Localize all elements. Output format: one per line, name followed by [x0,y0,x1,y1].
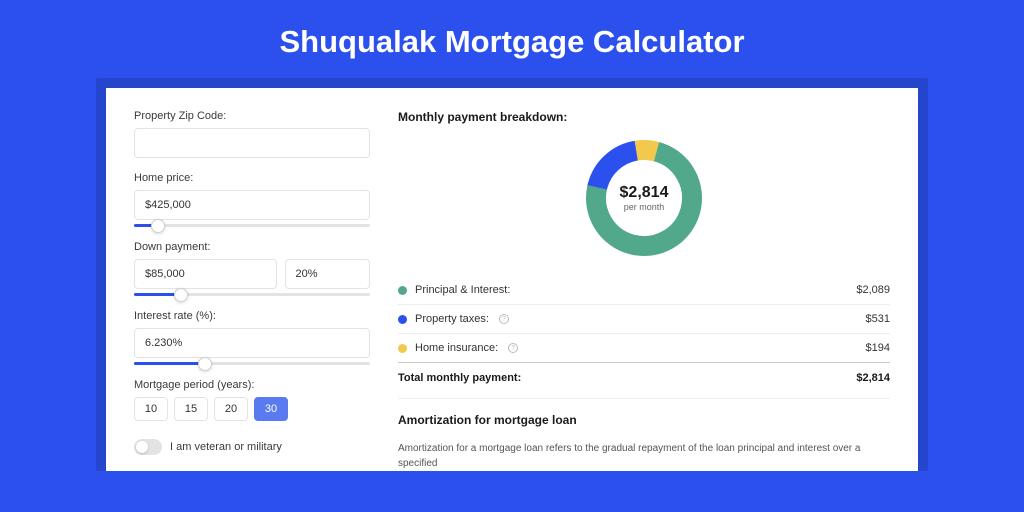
veteran-toggle[interactable] [134,439,162,455]
donut-center-value: $2,814 [620,184,669,202]
info-icon[interactable]: ? [499,314,509,324]
breakdown-amount: $194 [866,342,890,354]
info-icon[interactable]: ? [508,343,518,353]
slider-thumb[interactable] [198,357,212,371]
breakdown-label: Principal & Interest: [415,284,510,296]
home-price-field-group: Home price: [134,172,370,227]
breakdown-heading: Monthly payment breakdown: [398,110,890,124]
slider-thumb[interactable] [174,288,188,302]
home-price-input[interactable] [134,190,370,220]
home-price-label: Home price: [134,172,370,184]
legend-dot-icon [398,344,407,353]
legend-dot-icon [398,286,407,295]
slider-thumb[interactable] [151,219,165,233]
breakdown-amount: $2,089 [856,284,890,296]
interest-rate-label: Interest rate (%): [134,310,370,322]
legend-dot-icon [398,315,407,324]
down-payment-slider[interactable] [134,293,370,296]
breakdown-list: Principal & Interest: $2,089 Property taxe… [398,276,890,363]
home-price-slider[interactable] [134,224,370,227]
down-payment-label: Down payment: [134,241,370,253]
breakdown-label: Property taxes: [415,313,489,325]
down-payment-percent-input[interactable] [285,259,370,289]
breakdown-row: Home insurance:? $194 [398,334,890,363]
amortization-text: Amortization for a mortgage loan refers … [398,441,890,471]
period-button-15[interactable]: 15 [174,397,208,421]
zip-field-group: Property Zip Code: [134,110,370,158]
amortization-section: Amortization for mortgage loan Amortizat… [398,398,890,471]
card-shadow: Property Zip Code: Home price: Down paym… [96,78,928,471]
donut-center: $2,814 per month [584,138,704,258]
interest-rate-field-group: Interest rate (%): [134,310,370,365]
calculator-card: Property Zip Code: Home price: Down paym… [106,88,918,471]
breakdown-label: Home insurance: [415,342,498,354]
breakdown-row: Property taxes:? $531 [398,305,890,334]
interest-rate-input[interactable] [134,328,370,358]
veteran-label: I am veteran or military [170,441,282,453]
donut-wrap: $2,814 per month [398,138,890,258]
zip-input[interactable] [134,128,370,158]
down-payment-field-group: Down payment: [134,241,370,296]
slider-fill [134,362,205,365]
total-amount: $2,814 [856,372,890,384]
donut-center-label: per month [624,202,665,212]
form-column: Property Zip Code: Home price: Down paym… [134,110,370,471]
donut-chart: $2,814 per month [584,138,704,258]
zip-label: Property Zip Code: [134,110,370,122]
breakdown-row: Principal & Interest: $2,089 [398,276,890,305]
period-button-20[interactable]: 20 [214,397,248,421]
toggle-knob [136,441,148,453]
period-button-10[interactable]: 10 [134,397,168,421]
period-field-group: Mortgage period (years): 10152030 [134,379,370,421]
total-label: Total monthly payment: [398,372,521,384]
period-label: Mortgage period (years): [134,379,370,391]
period-button-30[interactable]: 30 [254,397,288,421]
down-payment-input[interactable] [134,259,277,289]
breakdown-column: Monthly payment breakdown: $2,814 per mo… [398,110,890,471]
total-row: Total monthly payment: $2,814 [398,363,890,398]
amortization-heading: Amortization for mortgage loan [398,413,890,427]
page-title: Shuqualak Mortgage Calculator [0,0,1024,78]
interest-rate-slider[interactable] [134,362,370,365]
period-buttons: 10152030 [134,397,370,421]
breakdown-amount: $531 [866,313,890,325]
veteran-toggle-row: I am veteran or military [134,439,370,455]
